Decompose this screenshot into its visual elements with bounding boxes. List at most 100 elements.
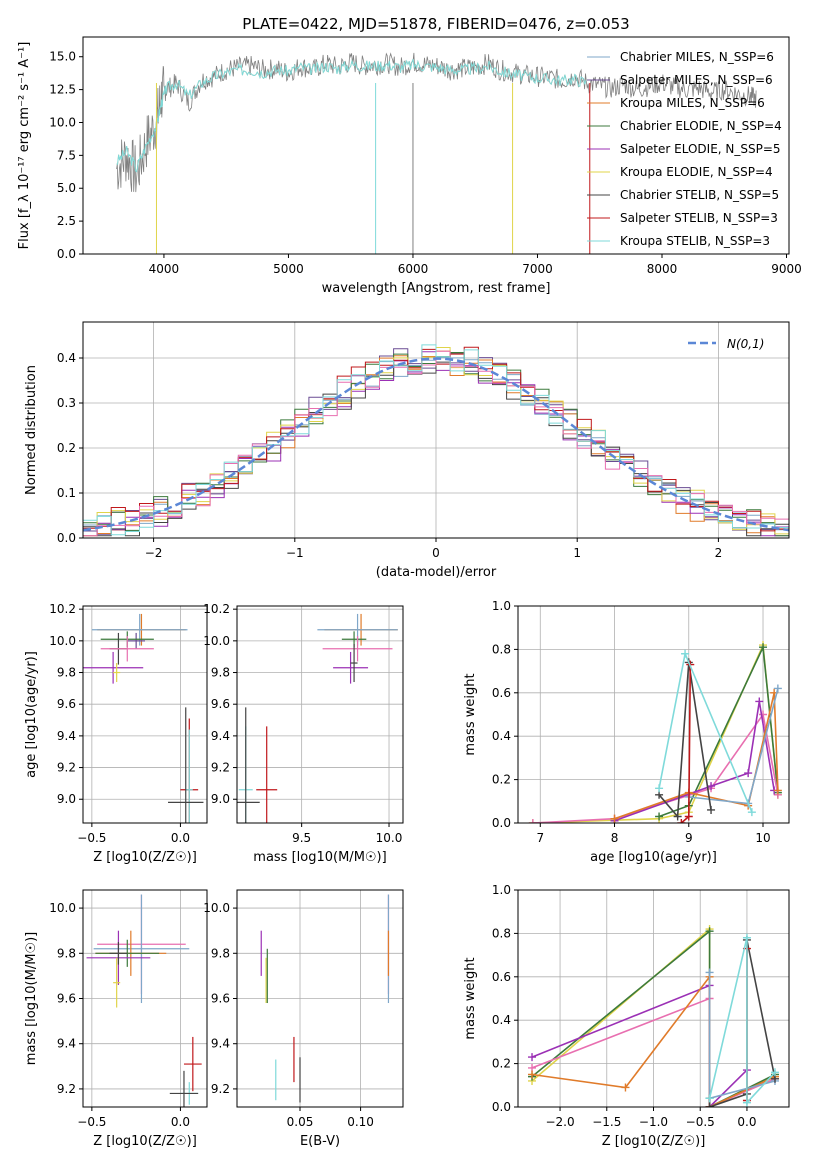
weight-marker — [742, 933, 751, 942]
weight-marker — [621, 1083, 630, 1092]
data-point — [113, 663, 121, 683]
y-tick-label: 9.6 — [211, 697, 230, 711]
x-axis-label: E(B-V) — [300, 1134, 340, 1149]
legend-label: Chabrier ELODIE, N_SSP=4 — [620, 119, 782, 133]
x-tick-label: −2.0 — [545, 1115, 574, 1129]
plot-area — [237, 613, 398, 823]
x-axis-label: age [log10(age/yr)] — [590, 850, 717, 865]
x-tick-label: 0 — [432, 546, 440, 560]
y-tick-label: 0.0 — [492, 816, 511, 830]
data-point — [83, 651, 144, 684]
weight-marker — [705, 1094, 714, 1103]
x-axis-label: Z [log10(Z/Z☉)] — [93, 850, 197, 865]
weight-marker — [684, 812, 693, 821]
x-tick-label: 6000 — [398, 262, 429, 276]
data-point — [256, 726, 278, 823]
y-tick-label: 0.0 — [57, 247, 76, 261]
y-axis-label: mass weight — [463, 957, 478, 1039]
y-tick-label: 0.8 — [492, 926, 511, 940]
x-axis-label: Z [log10(Z/Z☉)] — [93, 1134, 197, 1149]
legend-label: Kroupa ELODIE, N_SSP=4 — [620, 165, 773, 179]
weight-marker — [759, 643, 768, 652]
data-point — [169, 1070, 199, 1107]
y-tick-label: 1.0 — [492, 599, 511, 613]
legend-label: Salpeter STELIB, N_SSP=3 — [620, 211, 778, 225]
x-axis-label: Z [log10(Z/Z☉)] — [602, 1134, 706, 1149]
x-tick-label: −2 — [145, 546, 163, 560]
y-tick-label: 10.0 — [49, 901, 76, 915]
weight-marker — [705, 968, 714, 977]
y-tick-label: 15.0 — [49, 50, 76, 64]
weight-marker — [742, 1098, 751, 1107]
panel-spectrum — [79, 36, 790, 258]
weight-marker — [773, 786, 782, 795]
y-tick-label: 9.8 — [211, 666, 230, 680]
data-point — [185, 729, 193, 823]
y-tick-label: 9.2 — [211, 1082, 230, 1096]
y-tick-label: 9.4 — [211, 729, 230, 743]
y-tick-label: 0.6 — [492, 686, 511, 700]
y-axis-label: Flux [f_λ 10⁻¹⁷ erg cm⁻² s⁻¹ A⁻¹] — [17, 42, 32, 250]
x-axis-label: mass [log10(M/M☉)] — [253, 850, 386, 865]
weight-marker — [759, 710, 768, 719]
x-tick-label: 0.0 — [737, 1115, 756, 1129]
y-tick-label: 0.0 — [492, 1100, 511, 1114]
weight-series — [531, 984, 748, 1107]
y-tick-label: 9.4 — [211, 1037, 230, 1051]
y-tick-label: 9.8 — [211, 946, 230, 960]
x-tick-label: 10.0 — [376, 831, 403, 845]
weight-marker — [773, 684, 782, 693]
y-tick-label: 10.0 — [203, 901, 230, 915]
y-axis-label: mass [log10(M/M☉)] — [24, 932, 39, 1065]
weight-marker — [528, 1053, 537, 1062]
weight-series — [658, 662, 712, 819]
x-tick-label: 9 — [685, 831, 693, 845]
weight-marker — [528, 819, 537, 823]
weight-marker — [744, 769, 753, 778]
x-tick-label: 4000 — [149, 262, 180, 276]
y-axis-label: mass weight — [463, 673, 478, 755]
legend-label: Salpeter MILES, N_SSP=6 — [620, 73, 773, 87]
y-tick-label: 9.2 — [57, 761, 76, 775]
panel-mass-vs-EBV — [233, 889, 404, 1111]
y-tick-label: 0.4 — [492, 729, 511, 743]
data-point — [100, 636, 154, 662]
y-tick-label: 9.6 — [57, 992, 76, 1006]
y-tick-label: 7.5 — [57, 148, 76, 162]
y-tick-label: 0.4 — [57, 351, 76, 365]
weight-marker — [747, 808, 756, 817]
plot-area — [86, 894, 202, 1107]
histogram-series — [83, 353, 789, 537]
normal-curve — [83, 357, 789, 532]
x-tick-label: −1 — [286, 546, 304, 560]
y-tick-label: 2.5 — [57, 214, 76, 228]
data-point — [237, 707, 260, 823]
weight-marker — [677, 819, 686, 823]
model-spectrum — [116, 58, 587, 173]
weight-marker — [770, 1068, 779, 1077]
x-tick-label: 7 — [536, 831, 544, 845]
x-tick-label: 5000 — [273, 262, 304, 276]
y-tick-label: 0.2 — [492, 1057, 511, 1071]
weight-marker — [655, 812, 664, 821]
x-tick-label: 9.5 — [292, 831, 311, 845]
weight-marker — [655, 784, 664, 793]
x-tick-label: 8000 — [647, 262, 678, 276]
weight-marker — [705, 927, 714, 936]
y-tick-label: 0.0 — [57, 531, 76, 545]
y-tick-label: 10.2 — [49, 602, 76, 616]
y-tick-label: 0.2 — [57, 441, 76, 455]
x-tick-label: −1.0 — [639, 1115, 668, 1129]
legend-label: Salpeter ELODIE, N_SSP=5 — [620, 142, 781, 156]
x-tick-label: 8 — [611, 831, 619, 845]
panel-residuals — [79, 321, 790, 542]
x-tick-label: −0.5 — [77, 1115, 106, 1129]
axes-frame — [82, 605, 208, 824]
y-tick-label: 5.0 — [57, 181, 76, 195]
y-tick-label: 9.0 — [57, 792, 76, 806]
legend-label: Kroupa STELIB, N_SSP=3 — [620, 234, 770, 248]
weight-series — [708, 937, 776, 1105]
axes-frame — [82, 36, 790, 255]
y-tick-label: 10.2 — [203, 602, 230, 616]
